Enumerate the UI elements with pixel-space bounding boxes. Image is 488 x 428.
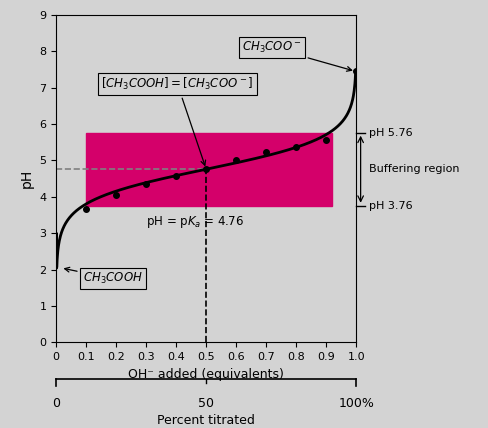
Text: 0: 0	[52, 397, 60, 410]
Text: Buffering region: Buffering region	[369, 164, 459, 174]
Text: $CH_3COOH$: $CH_3COOH$	[65, 268, 143, 286]
Text: pH 5.76: pH 5.76	[369, 128, 412, 138]
Text: $[CH_3COOH] = [CH_3COO^-]$: $[CH_3COOH] = [CH_3COO^-]$	[101, 76, 254, 165]
Text: 50: 50	[198, 397, 214, 410]
X-axis label: OH⁻ added (equivalents): OH⁻ added (equivalents)	[128, 368, 284, 380]
Text: pH = p$K_a$ = 4.76: pH = p$K_a$ = 4.76	[146, 214, 244, 230]
Text: pH 3.76: pH 3.76	[369, 201, 412, 211]
Text: Percent titrated: Percent titrated	[157, 414, 255, 427]
Text: $CH_3COO^-$: $CH_3COO^-$	[242, 40, 352, 71]
Text: 100%: 100%	[338, 397, 374, 410]
Y-axis label: pH: pH	[20, 169, 34, 188]
Bar	[86, 133, 332, 205]
